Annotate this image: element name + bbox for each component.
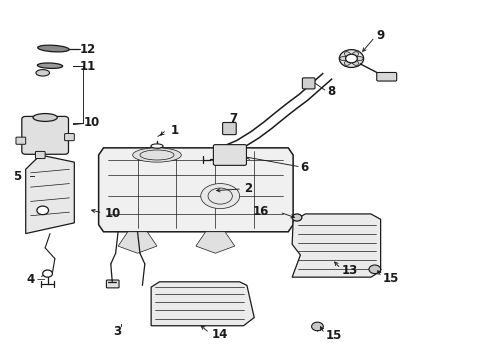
Text: 10: 10 xyxy=(104,207,121,220)
Circle shape xyxy=(42,270,52,277)
FancyBboxPatch shape xyxy=(64,134,74,141)
Circle shape xyxy=(339,50,363,67)
Polygon shape xyxy=(151,282,254,326)
Ellipse shape xyxy=(344,52,350,58)
Polygon shape xyxy=(196,232,234,253)
Ellipse shape xyxy=(351,59,358,66)
Text: 3: 3 xyxy=(113,325,121,338)
Ellipse shape xyxy=(339,57,348,61)
FancyBboxPatch shape xyxy=(376,72,396,81)
Text: 16: 16 xyxy=(252,205,268,218)
FancyBboxPatch shape xyxy=(106,280,119,288)
Ellipse shape xyxy=(151,144,163,148)
Ellipse shape xyxy=(201,184,239,208)
Text: 15: 15 xyxy=(382,272,399,285)
Text: 9: 9 xyxy=(376,29,384,42)
Ellipse shape xyxy=(351,52,358,58)
Circle shape xyxy=(37,206,48,215)
FancyBboxPatch shape xyxy=(16,137,26,144)
FancyBboxPatch shape xyxy=(222,122,236,135)
Ellipse shape xyxy=(36,69,49,76)
Text: 11: 11 xyxy=(80,60,96,73)
Text: 8: 8 xyxy=(326,85,335,98)
Text: 10: 10 xyxy=(84,116,100,129)
Polygon shape xyxy=(99,148,292,232)
Text: 14: 14 xyxy=(211,328,227,341)
Text: 5: 5 xyxy=(13,170,21,183)
Polygon shape xyxy=(118,232,157,253)
Text: 2: 2 xyxy=(244,183,252,195)
Circle shape xyxy=(345,54,357,63)
Circle shape xyxy=(291,214,301,221)
FancyBboxPatch shape xyxy=(35,152,45,158)
Circle shape xyxy=(368,265,380,274)
Ellipse shape xyxy=(33,113,57,121)
Text: 1: 1 xyxy=(170,124,178,137)
Ellipse shape xyxy=(344,59,350,66)
Polygon shape xyxy=(291,214,380,277)
Polygon shape xyxy=(26,155,74,234)
FancyBboxPatch shape xyxy=(22,116,68,154)
FancyBboxPatch shape xyxy=(213,145,246,165)
Circle shape xyxy=(311,322,323,331)
Text: 6: 6 xyxy=(300,161,308,174)
Text: 7: 7 xyxy=(229,112,237,125)
Ellipse shape xyxy=(354,57,363,61)
FancyBboxPatch shape xyxy=(302,78,314,89)
Text: 13: 13 xyxy=(341,264,357,276)
Text: 12: 12 xyxy=(80,43,96,56)
Text: 4: 4 xyxy=(26,273,35,286)
Text: —: — xyxy=(37,275,45,284)
Ellipse shape xyxy=(132,148,181,162)
Ellipse shape xyxy=(37,63,62,68)
Ellipse shape xyxy=(38,45,69,52)
Text: 15: 15 xyxy=(325,329,342,342)
